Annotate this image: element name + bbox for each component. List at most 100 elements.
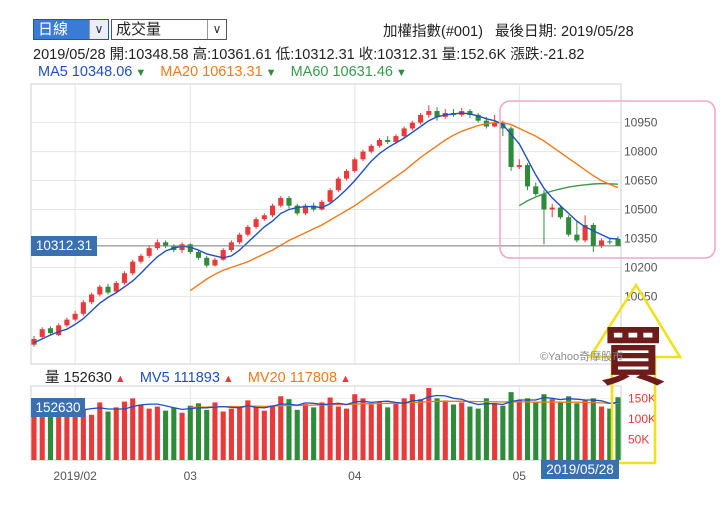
volume-bar xyxy=(524,398,531,460)
highlight-box xyxy=(499,100,716,259)
period-select[interactable]: 日線 ∨ xyxy=(33,19,109,40)
volume-bar xyxy=(228,408,234,460)
volume-bar xyxy=(409,394,415,460)
quote-open: 開:10348.58 xyxy=(109,47,189,63)
candle-body xyxy=(327,190,333,202)
price-badge: 10312.31 xyxy=(31,235,97,256)
candle-body xyxy=(39,329,45,337)
volume-legend-item: 量 152630 ▲ xyxy=(45,370,126,386)
volume-bar xyxy=(368,404,374,460)
volume-bar xyxy=(80,408,86,460)
candle-body xyxy=(524,165,531,187)
volume-bar xyxy=(483,398,489,460)
volume-bar xyxy=(245,400,251,460)
volume-bar xyxy=(319,402,325,460)
candle-body xyxy=(121,273,128,283)
volume-bar xyxy=(360,398,366,460)
volume-bar xyxy=(64,412,70,460)
ma5-line xyxy=(33,112,619,344)
volume-bar xyxy=(492,403,498,460)
price-tick-label: 10800 xyxy=(624,145,658,159)
price-tick-label: 10500 xyxy=(624,203,658,217)
indicator-select[interactable]: 成交量 ∨ xyxy=(111,19,227,40)
candle-body xyxy=(56,325,62,336)
candle-body xyxy=(253,219,259,227)
volume-bar xyxy=(179,412,185,460)
price-tick-label: 10650 xyxy=(624,174,658,188)
volume-bar xyxy=(220,411,226,460)
candle-body xyxy=(590,224,596,247)
volume-bar xyxy=(138,404,144,460)
candlesticks xyxy=(31,105,621,347)
candle-body xyxy=(557,207,563,218)
quote-low: 低:10312.31 xyxy=(275,47,355,63)
date-tick-label: 05 xyxy=(513,469,527,483)
price-tick-label: 10350 xyxy=(624,231,658,245)
volume-bar xyxy=(302,404,308,460)
volume-bar xyxy=(549,399,555,460)
volume-bar xyxy=(195,403,202,460)
price-tick-label: 10950 xyxy=(624,116,658,130)
volume-bar xyxy=(187,405,193,460)
candle-body xyxy=(319,201,325,210)
candle-body xyxy=(146,248,152,256)
candle-body xyxy=(418,114,424,123)
candle-body xyxy=(113,282,119,292)
volume-bar xyxy=(311,407,317,460)
candle-body xyxy=(80,302,86,314)
volume-bar xyxy=(500,405,506,460)
volume-bar xyxy=(385,407,391,460)
mv5-legend: MV5 111893 ▲ xyxy=(139,370,234,386)
candle-body xyxy=(130,261,136,274)
volume-bar xyxy=(590,398,596,460)
moving-average-lines xyxy=(33,112,619,344)
chevron-down-icon: ∨ xyxy=(207,20,226,39)
candle-body xyxy=(574,234,580,241)
volume-bar xyxy=(261,410,267,460)
price-tick-label: 10200 xyxy=(624,260,658,274)
candle-body xyxy=(393,136,399,142)
volume-bar xyxy=(154,406,160,460)
price-panel-frame xyxy=(30,83,622,365)
volume-bar xyxy=(121,401,128,460)
candle-body xyxy=(97,286,103,295)
quote-date: 2019/05/28 xyxy=(33,47,106,63)
volume-bar xyxy=(418,399,424,460)
quote-close: 收:10312.31 xyxy=(358,47,438,63)
candle-body xyxy=(533,186,539,195)
volume-bar xyxy=(56,410,62,460)
last-date: 最後日期: 2019/05/28 xyxy=(495,24,634,40)
candle-body xyxy=(204,257,210,266)
index-name: 加權指數(#001) xyxy=(383,24,483,40)
volume-axis: 150K 100K 50K xyxy=(628,391,656,446)
candle-body xyxy=(212,259,218,266)
volume-bar xyxy=(352,394,358,460)
volume-bar xyxy=(146,408,152,460)
chevron-down-icon: ∨ xyxy=(89,20,108,39)
candle-body xyxy=(311,205,317,210)
mv20-legend: MV20 117808 ▲ xyxy=(247,370,351,386)
volume-tick-label: 100K xyxy=(628,412,656,426)
candle-body xyxy=(360,151,366,160)
volume-bar xyxy=(47,416,54,460)
candle-body xyxy=(89,294,95,303)
candle-body xyxy=(376,140,383,146)
volume-bar xyxy=(607,408,613,460)
volume-bar xyxy=(269,405,276,460)
candle-body xyxy=(237,234,243,243)
candle-body xyxy=(352,159,358,171)
candle-body xyxy=(269,205,276,216)
candle-body xyxy=(286,197,292,206)
candle-body xyxy=(582,224,588,241)
candle-body xyxy=(541,194,547,210)
volume-bar xyxy=(434,398,440,460)
volume-bar xyxy=(533,402,539,460)
candle-body xyxy=(163,242,169,247)
volume-bar xyxy=(294,409,300,460)
candle-body xyxy=(467,111,473,115)
candle-body xyxy=(179,244,185,251)
candle-body xyxy=(302,205,308,214)
ma5-legend: MA5 10348.06 ▼ xyxy=(38,64,147,80)
